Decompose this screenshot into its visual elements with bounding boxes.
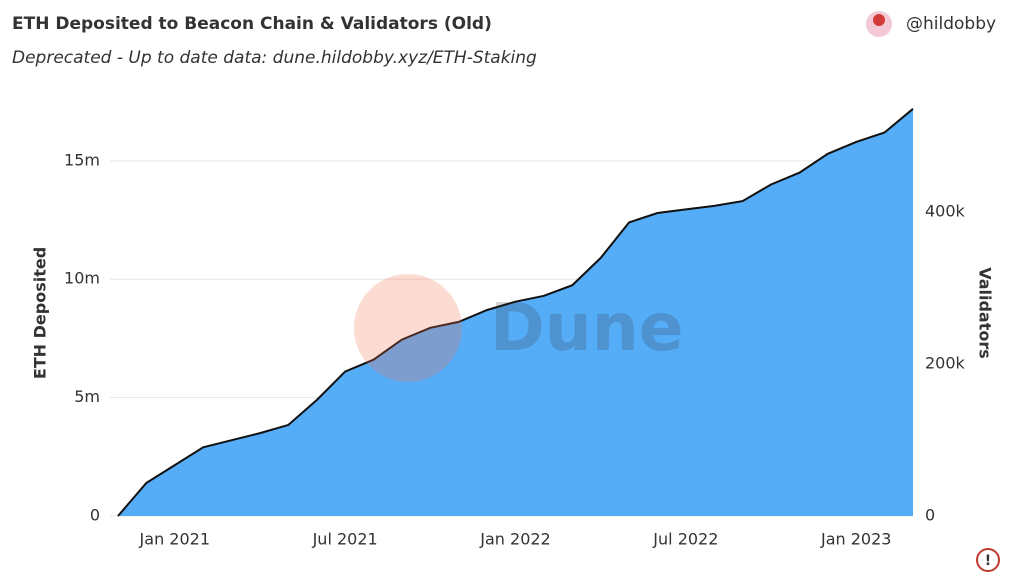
- watermark-logo: [354, 274, 462, 382]
- x-tick-label: Jul 2022: [652, 530, 718, 549]
- line: [117, 108, 914, 517]
- y2-tick-label: 200k: [925, 354, 966, 373]
- y2-tick-label: 0: [925, 506, 935, 525]
- x-tick-label: Jul 2021: [312, 530, 378, 549]
- y-tick-label: 15m: [64, 150, 100, 169]
- x-tick-label: Jan 2021: [139, 530, 210, 549]
- x-tick-label: Jan 2022: [479, 530, 550, 549]
- watermark: Dune: [490, 289, 684, 366]
- chart-subtitle: Deprecated - Up to date data: dune.hildo…: [12, 48, 537, 68]
- y-axis-label: ETH Deposited: [31, 247, 50, 379]
- y2-tick-label: 400k: [925, 202, 966, 221]
- y-tick-label: 5m: [74, 387, 100, 406]
- x-tick-label: Jan 2023: [820, 530, 891, 549]
- y-tick-label: 0: [90, 506, 100, 525]
- y2-axis-label: Validators: [976, 267, 995, 359]
- y-tick-label: 10m: [64, 269, 100, 288]
- author[interactable]: @hildobby: [906, 14, 996, 34]
- alert-icon[interactable]: [976, 548, 1000, 572]
- alert-mark: !: [985, 553, 991, 569]
- avatar-detail: [873, 14, 885, 26]
- chart-title: ETH Deposited to Beacon Chain & Validato…: [12, 14, 492, 34]
- area: [118, 108, 913, 517]
